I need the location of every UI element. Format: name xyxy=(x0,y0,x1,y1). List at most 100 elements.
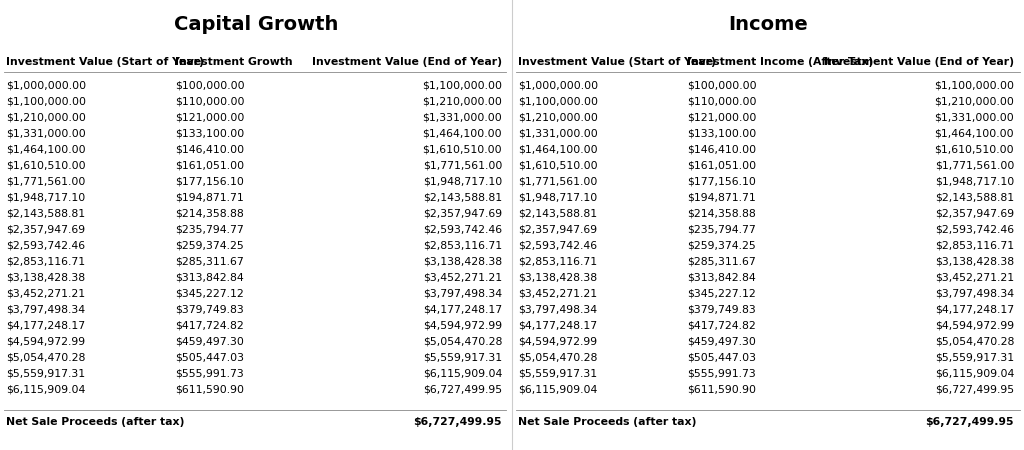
Text: $345,227.12: $345,227.12 xyxy=(175,288,244,298)
Text: $161,051.00: $161,051.00 xyxy=(175,160,244,170)
Text: $2,853,116.71: $2,853,116.71 xyxy=(6,256,85,266)
Text: Net Sale Proceeds (after tax): Net Sale Proceeds (after tax) xyxy=(6,417,184,427)
Text: $146,410.00: $146,410.00 xyxy=(175,144,244,154)
Text: $3,138,428.38: $3,138,428.38 xyxy=(423,256,502,266)
Text: $459,497.30: $459,497.30 xyxy=(687,336,756,346)
Text: $194,871.71: $194,871.71 xyxy=(175,192,244,202)
Text: $1,210,000.00: $1,210,000.00 xyxy=(422,96,502,106)
Text: $5,054,470.28: $5,054,470.28 xyxy=(518,352,597,362)
Text: $5,054,470.28: $5,054,470.28 xyxy=(935,336,1014,346)
Text: $1,100,000.00: $1,100,000.00 xyxy=(518,96,598,106)
Text: Investment Income (After Tax): Investment Income (After Tax) xyxy=(687,57,873,67)
Text: $177,156.10: $177,156.10 xyxy=(687,176,756,186)
Text: $2,357,947.69: $2,357,947.69 xyxy=(6,224,85,234)
Text: $1,331,000.00: $1,331,000.00 xyxy=(934,112,1014,122)
Text: $2,143,588.81: $2,143,588.81 xyxy=(423,192,502,202)
Text: $345,227.12: $345,227.12 xyxy=(687,288,756,298)
Text: $2,143,588.81: $2,143,588.81 xyxy=(518,208,597,218)
Text: $1,948,717.10: $1,948,717.10 xyxy=(518,192,597,202)
Text: $2,853,116.71: $2,853,116.71 xyxy=(518,256,597,266)
Text: $3,452,271.21: $3,452,271.21 xyxy=(935,272,1014,282)
Text: $133,100.00: $133,100.00 xyxy=(687,128,757,138)
Text: $6,727,499.95: $6,727,499.95 xyxy=(935,384,1014,394)
Text: $4,594,972.99: $4,594,972.99 xyxy=(6,336,85,346)
Text: $6,727,499.95: $6,727,499.95 xyxy=(414,417,502,427)
Text: $3,138,428.38: $3,138,428.38 xyxy=(935,256,1014,266)
Text: $2,143,588.81: $2,143,588.81 xyxy=(6,208,85,218)
Text: $1,464,100.00: $1,464,100.00 xyxy=(6,144,86,154)
Text: $4,177,248.17: $4,177,248.17 xyxy=(935,304,1014,314)
Text: $4,594,972.99: $4,594,972.99 xyxy=(518,336,597,346)
Text: $121,000.00: $121,000.00 xyxy=(687,112,757,122)
Text: $1,771,561.00: $1,771,561.00 xyxy=(6,176,85,186)
Text: $1,331,000.00: $1,331,000.00 xyxy=(518,128,598,138)
Text: $1,464,100.00: $1,464,100.00 xyxy=(934,128,1014,138)
Text: $611,590.90: $611,590.90 xyxy=(175,384,244,394)
Text: $313,842.84: $313,842.84 xyxy=(175,272,244,282)
Text: $5,054,470.28: $5,054,470.28 xyxy=(423,336,502,346)
Text: $1,948,717.10: $1,948,717.10 xyxy=(423,176,502,186)
Text: $2,593,742.46: $2,593,742.46 xyxy=(423,224,502,234)
Text: $5,559,917.31: $5,559,917.31 xyxy=(935,352,1014,362)
Text: $1,210,000.00: $1,210,000.00 xyxy=(518,112,598,122)
Text: $2,357,947.69: $2,357,947.69 xyxy=(518,224,597,234)
Text: $1,210,000.00: $1,210,000.00 xyxy=(6,112,86,122)
Text: $1,948,717.10: $1,948,717.10 xyxy=(935,176,1014,186)
Text: $4,177,248.17: $4,177,248.17 xyxy=(518,320,597,330)
Text: $214,358.88: $214,358.88 xyxy=(175,208,244,218)
Text: $5,054,470.28: $5,054,470.28 xyxy=(6,352,85,362)
Text: $1,948,717.10: $1,948,717.10 xyxy=(6,192,85,202)
Text: $3,797,498.34: $3,797,498.34 xyxy=(935,288,1014,298)
Text: $4,177,248.17: $4,177,248.17 xyxy=(6,320,85,330)
Text: $1,100,000.00: $1,100,000.00 xyxy=(422,80,502,90)
Text: $505,447.03: $505,447.03 xyxy=(687,352,756,362)
Text: $1,331,000.00: $1,331,000.00 xyxy=(422,112,502,122)
Text: $379,749.83: $379,749.83 xyxy=(175,304,244,314)
Text: $121,000.00: $121,000.00 xyxy=(175,112,245,122)
Text: $555,991.73: $555,991.73 xyxy=(687,368,756,378)
Text: $6,115,909.04: $6,115,909.04 xyxy=(935,368,1014,378)
Text: $3,452,271.21: $3,452,271.21 xyxy=(518,288,597,298)
Text: $161,051.00: $161,051.00 xyxy=(687,160,756,170)
Text: Investment Growth: Investment Growth xyxy=(175,57,293,67)
Text: $6,727,499.95: $6,727,499.95 xyxy=(423,384,502,394)
Text: $4,594,972.99: $4,594,972.99 xyxy=(935,320,1014,330)
Text: $2,593,742.46: $2,593,742.46 xyxy=(935,224,1014,234)
Text: $3,797,498.34: $3,797,498.34 xyxy=(6,304,85,314)
Text: $1,331,000.00: $1,331,000.00 xyxy=(6,128,86,138)
Text: $110,000.00: $110,000.00 xyxy=(175,96,245,106)
Text: $259,374.25: $259,374.25 xyxy=(175,240,244,250)
Text: $100,000.00: $100,000.00 xyxy=(687,80,757,90)
Text: $1,771,561.00: $1,771,561.00 xyxy=(518,176,597,186)
Text: $133,100.00: $133,100.00 xyxy=(175,128,245,138)
Text: $3,138,428.38: $3,138,428.38 xyxy=(6,272,85,282)
Text: $2,593,742.46: $2,593,742.46 xyxy=(6,240,85,250)
Text: Net Sale Proceeds (after tax): Net Sale Proceeds (after tax) xyxy=(518,417,696,427)
Text: $2,593,742.46: $2,593,742.46 xyxy=(518,240,597,250)
Text: Income: Income xyxy=(728,15,808,34)
Text: $5,559,917.31: $5,559,917.31 xyxy=(6,368,85,378)
Text: $177,156.10: $177,156.10 xyxy=(175,176,244,186)
Text: $1,000,000.00: $1,000,000.00 xyxy=(6,80,86,90)
Text: $459,497.30: $459,497.30 xyxy=(175,336,244,346)
Text: $1,464,100.00: $1,464,100.00 xyxy=(518,144,598,154)
Text: $214,358.88: $214,358.88 xyxy=(687,208,756,218)
Text: $313,842.84: $313,842.84 xyxy=(687,272,756,282)
Text: $555,991.73: $555,991.73 xyxy=(175,368,244,378)
Text: $3,138,428.38: $3,138,428.38 xyxy=(518,272,597,282)
Text: $379,749.83: $379,749.83 xyxy=(687,304,756,314)
Text: Investment Value (Start of Year): Investment Value (Start of Year) xyxy=(518,57,716,67)
Text: $4,594,972.99: $4,594,972.99 xyxy=(423,320,502,330)
Text: $1,610,510.00: $1,610,510.00 xyxy=(6,160,86,170)
Text: $5,559,917.31: $5,559,917.31 xyxy=(423,352,502,362)
Text: $2,357,947.69: $2,357,947.69 xyxy=(423,208,502,218)
Text: Investment Value (End of Year): Investment Value (End of Year) xyxy=(312,57,502,67)
Text: $1,771,561.00: $1,771,561.00 xyxy=(935,160,1014,170)
Text: $194,871.71: $194,871.71 xyxy=(687,192,756,202)
Text: $6,727,499.95: $6,727,499.95 xyxy=(926,417,1014,427)
Text: $235,794.77: $235,794.77 xyxy=(687,224,756,234)
Text: $3,797,498.34: $3,797,498.34 xyxy=(423,288,502,298)
Text: $5,559,917.31: $5,559,917.31 xyxy=(518,368,597,378)
Text: $1,000,000.00: $1,000,000.00 xyxy=(518,80,598,90)
Text: $1,610,510.00: $1,610,510.00 xyxy=(422,144,502,154)
